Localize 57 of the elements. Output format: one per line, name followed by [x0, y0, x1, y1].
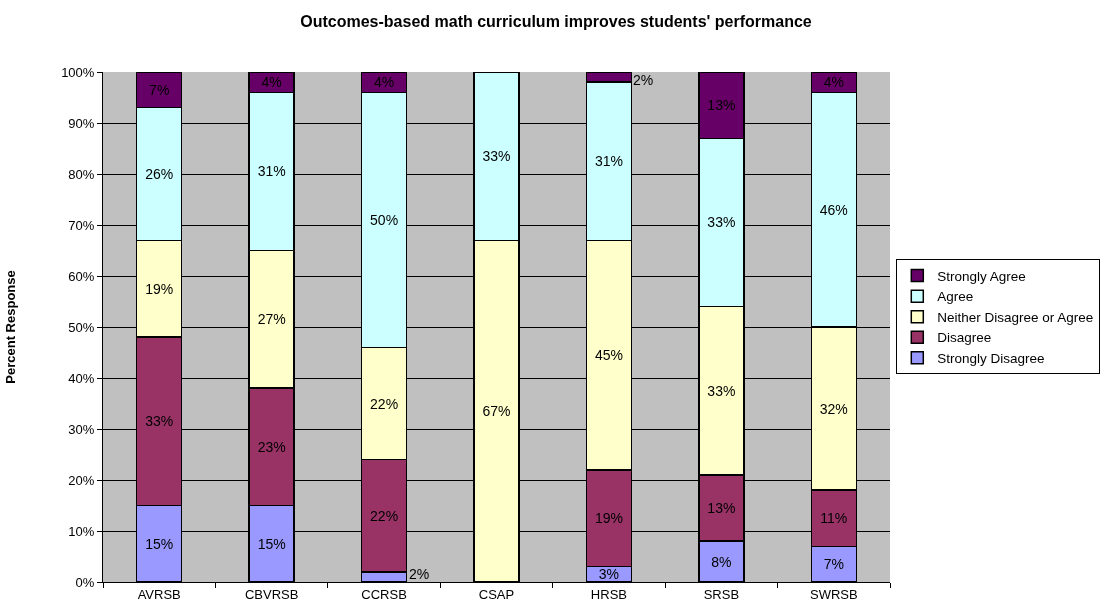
data-label: 33%: [145, 413, 174, 430]
data-label: 33%: [707, 382, 736, 399]
y-tick-label: 10%: [68, 523, 95, 539]
y-tick-label: 100%: [61, 64, 95, 80]
data-label: 26%: [145, 166, 174, 182]
legend-label: Neither Disagree or Agree: [937, 309, 1094, 325]
y-tick-label: 70%: [68, 217, 95, 233]
legend-label: Agree: [937, 289, 974, 305]
data-label: 15%: [257, 535, 286, 552]
legend-label: Strongly Disagree: [937, 351, 1045, 367]
y-tick-label: 20%: [68, 472, 95, 488]
legend-label: Disagree: [937, 330, 992, 346]
data-label: 45%: [594, 347, 623, 364]
data-label: 2%: [409, 566, 430, 582]
data-label: 31%: [594, 153, 623, 170]
y-tick-label: 30%: [68, 421, 95, 437]
y-tick-label: 50%: [68, 319, 95, 335]
data-label: 22%: [370, 507, 399, 524]
data-label: 2%: [633, 72, 654, 88]
legend-label: Strongly Agree: [937, 268, 1026, 284]
y-tick-label: 90%: [68, 115, 95, 131]
data-label: 31%: [257, 163, 286, 180]
y-tick-label: 60%: [68, 268, 95, 284]
x-tick-label: HRSB: [590, 586, 627, 602]
data-label: 7%: [149, 81, 170, 98]
data-label: 11%: [820, 510, 848, 527]
data-label: 33%: [482, 148, 511, 165]
data-label: 33%: [707, 214, 736, 231]
x-tick-label: SRSB: [703, 586, 740, 602]
x-tick-label: CBVRSB: [244, 586, 299, 602]
y-tick-label: 40%: [68, 370, 95, 386]
data-label: 23%: [257, 438, 286, 455]
data-label: 27%: [257, 311, 286, 328]
data-label: 15%: [145, 535, 174, 552]
data-label: 46%: [819, 201, 848, 218]
data-label: 67%: [482, 403, 511, 420]
data-label: 13%: [707, 97, 736, 114]
x-tick-label: CCRSB: [361, 586, 407, 602]
data-label: 50%: [370, 211, 399, 228]
data-label: 19%: [145, 280, 174, 297]
data-label: 7%: [823, 556, 844, 573]
data-label: 4%: [373, 74, 395, 91]
data-label: 32%: [819, 400, 848, 417]
data-label: 3%: [598, 566, 620, 583]
x-tick-label: AVRSB: [137, 586, 181, 602]
data-label: 13%: [707, 500, 736, 517]
data-label: 4%: [823, 74, 844, 91]
chart-title: Outcomes-based math curriculum improves students' performance: [300, 12, 812, 30]
x-tick-label: SWRSB: [809, 586, 858, 602]
y-axis-title: Percent Response: [3, 270, 19, 384]
y-tick-label: 80%: [68, 166, 95, 182]
data-label: 22%: [370, 395, 399, 412]
x-tick-label: CSAP: [478, 586, 515, 602]
data-label: 19%: [594, 510, 623, 527]
data-label: 8%: [711, 553, 732, 570]
data-label: 4%: [261, 74, 282, 91]
y-tick-label: 0%: [75, 574, 95, 590]
